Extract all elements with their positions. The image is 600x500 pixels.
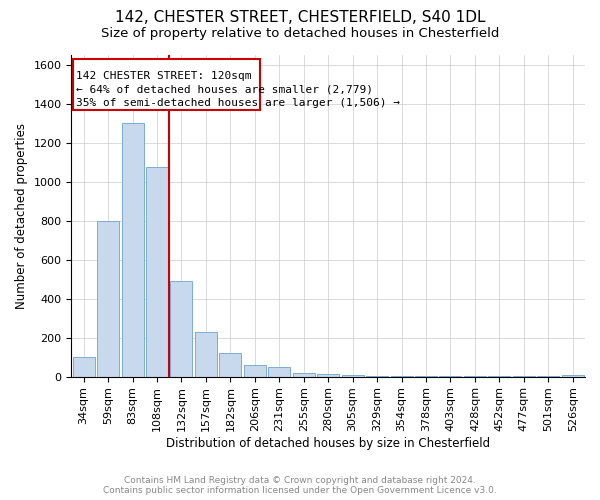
Text: 142, CHESTER STREET, CHESTERFIELD, S40 1DL: 142, CHESTER STREET, CHESTERFIELD, S40 1… [115,10,485,25]
Bar [268,367,290,376]
FancyBboxPatch shape [73,59,260,110]
Text: ← 64% of detached houses are smaller (2,779): ← 64% of detached houses are smaller (2,… [76,84,373,94]
X-axis label: Distribution of detached houses by size in Chesterfield: Distribution of detached houses by size … [166,437,490,450]
Text: 142 CHESTER STREET: 120sqm: 142 CHESTER STREET: 120sqm [76,71,252,81]
Bar [170,281,193,376]
Bar [122,123,143,376]
Bar [341,374,364,376]
Bar [244,365,266,376]
Text: Size of property relative to detached houses in Chesterfield: Size of property relative to detached ho… [101,28,499,40]
Bar [97,220,119,376]
Bar [317,374,339,376]
Y-axis label: Number of detached properties: Number of detached properties [15,123,28,309]
Bar [220,353,241,376]
Bar [73,357,95,376]
Bar [146,167,168,376]
Text: Contains HM Land Registry data © Crown copyright and database right 2024.
Contai: Contains HM Land Registry data © Crown c… [103,476,497,495]
Bar [293,372,315,376]
Text: 35% of semi-detached houses are larger (1,506) →: 35% of semi-detached houses are larger (… [76,98,400,108]
Bar [195,332,217,376]
Bar [562,374,584,376]
